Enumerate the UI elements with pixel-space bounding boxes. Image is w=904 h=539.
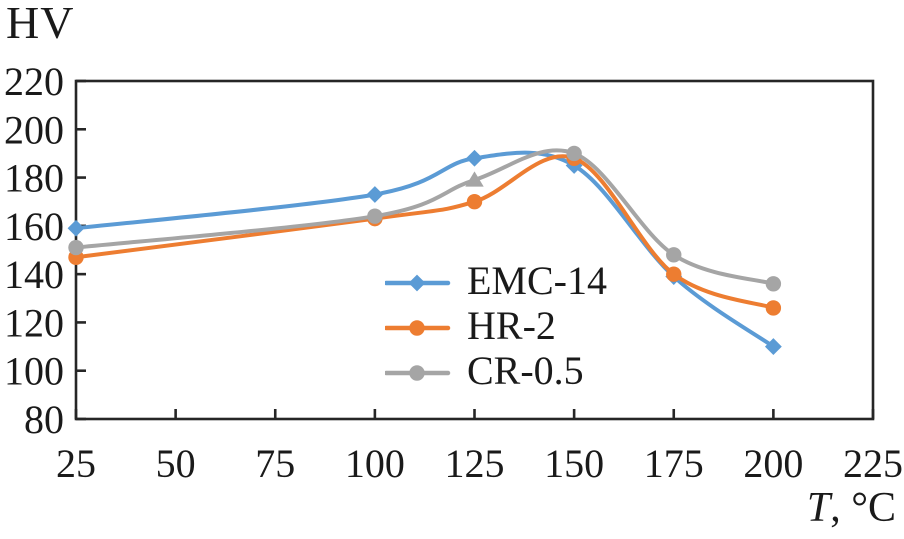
x-axis-title: T, °C <box>807 484 896 532</box>
data-point-diamond-icon <box>67 219 85 237</box>
x-axis-ticks: 25 50 75 100 125 150 175 200 225 <box>56 409 903 486</box>
legend-label: HR-2 <box>467 302 556 348</box>
data-point-circle-icon <box>666 247 682 263</box>
legend-sample-circle-icon <box>385 364 451 381</box>
x-tick-label: 75 <box>255 441 295 486</box>
x-axis-title-symbol: T <box>806 485 831 531</box>
x-tick-label: 225 <box>843 441 903 486</box>
series-cr-0.5 <box>68 145 782 292</box>
y-tick-label: 160 <box>4 204 64 249</box>
data-point-diamond-icon <box>466 149 483 167</box>
x-tick-label: 125 <box>445 441 505 486</box>
x-tick-label: 200 <box>743 441 803 486</box>
x-axis-title-unit: , °C <box>830 485 896 531</box>
y-tick-label: 100 <box>4 349 64 394</box>
legend-sample-diamond-icon <box>385 274 451 291</box>
legend-circle-icon <box>409 319 425 336</box>
x-tick-label: 25 <box>56 441 96 486</box>
data-point-diamond-icon <box>366 186 384 203</box>
data-point-circle-icon <box>666 266 682 282</box>
x-tick-label: 50 <box>156 441 196 486</box>
data-point-circle-icon <box>765 300 782 316</box>
y-tick-label: 200 <box>4 107 64 152</box>
legend-item-hr-2: HR-2 <box>385 305 607 350</box>
y-axis-title: HV <box>6 0 75 48</box>
data-point-diamond-icon <box>764 338 782 355</box>
y-tick-label: 180 <box>4 156 64 201</box>
legend-item-cr-0-5: CR-0.5 <box>385 350 607 395</box>
data-point-circle-icon <box>566 145 582 162</box>
x-tick-label: 150 <box>544 441 604 486</box>
legend-label: EMC-14 <box>467 257 607 303</box>
x-tick-label: 100 <box>345 441 405 486</box>
legend-diamond-icon <box>408 274 426 291</box>
data-point-circle-icon <box>765 276 782 292</box>
x-tick-label: 175 <box>644 441 704 486</box>
legend-item-emc-14: EMC-14 <box>385 260 607 305</box>
legend-label: CR-0.5 <box>467 347 584 393</box>
y-tick-label: 120 <box>4 300 64 345</box>
legend: EMC-14 HR-2 CR-0.5 <box>385 260 607 395</box>
data-point-circle-icon <box>367 208 383 224</box>
legend-circle-icon <box>409 364 425 381</box>
y-tick-label: 80 <box>24 397 64 442</box>
legend-sample-circle-icon <box>385 319 451 336</box>
data-point-circle-icon <box>466 194 483 210</box>
data-point-triangle-icon <box>465 171 484 187</box>
y-tick-label: 140 <box>4 252 64 297</box>
y-tick-label: 220 <box>4 59 64 104</box>
data-point-circle-icon <box>68 239 84 256</box>
